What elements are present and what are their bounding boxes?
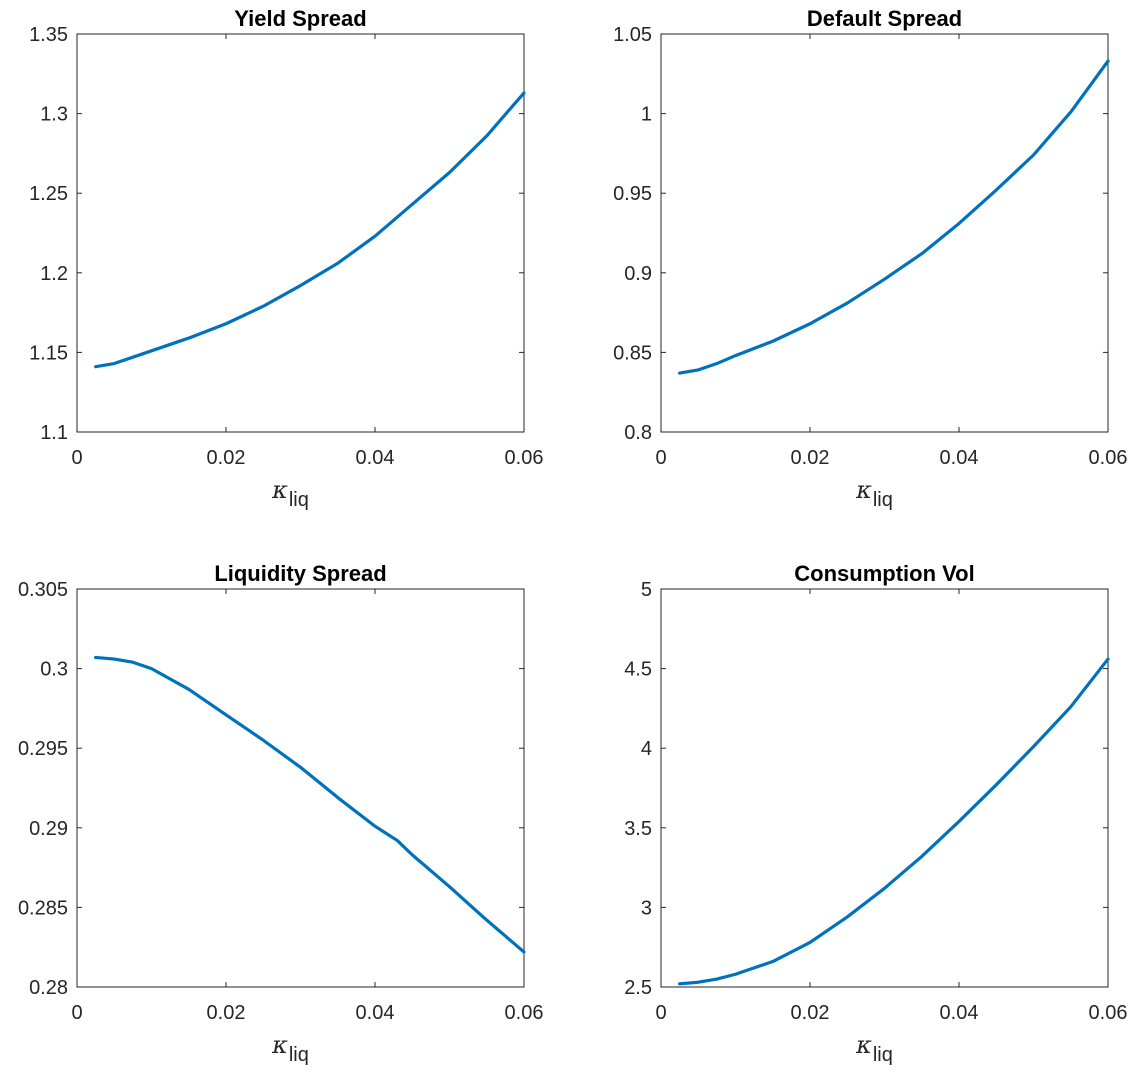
y-tick-label: 3.5 — [624, 818, 652, 840]
y-tick-label: 0.285 — [18, 897, 68, 919]
y-tick-label: 0.295 — [18, 738, 68, 760]
x-axis-label: κliq — [855, 1031, 893, 1066]
y-tick-label: 0.9 — [624, 263, 652, 285]
x-tick-label: 0.04 — [356, 1002, 395, 1024]
x-axis-label-subscript: liq — [873, 489, 893, 511]
plot-area-frame — [76, 33, 525, 433]
x-axis-label-symbol: κ — [855, 1031, 872, 1059]
y-tick-label: 4 — [641, 738, 652, 760]
x-tick-label: 0.04 — [940, 1002, 979, 1024]
y-tick-label: 1.15 — [29, 342, 68, 364]
chart-title: Default Spread — [807, 6, 962, 31]
series-line — [678, 657, 1110, 986]
x-tick-label: 0 — [71, 1002, 82, 1024]
chart-panel: 0 0.02 0.04 0.06 0.28 0.285 0.29 0.295 0.3 0.305 L… — [18, 561, 544, 1066]
series-line — [678, 59, 1110, 375]
y-tick-label: 1.05 — [613, 24, 652, 46]
y-tick-label: 0.95 — [613, 183, 652, 205]
x-tick-label: 0.06 — [1089, 447, 1128, 469]
y-tick-label: 0.8 — [624, 422, 652, 444]
y-tick-label: 2.5 — [624, 977, 652, 999]
x-tick-label: 0 — [655, 447, 666, 469]
x-tick-label: 0.06 — [1089, 1002, 1128, 1024]
x-tick-label: 0.06 — [505, 1002, 544, 1024]
x-tick-label: 0.06 — [505, 447, 544, 469]
chart-title: Liquidity Spread — [214, 561, 386, 586]
x-axis-label-symbol: κ — [271, 1031, 288, 1059]
x-axis-label-subscript: liq — [289, 1044, 309, 1066]
x-tick-label: 0.02 — [791, 1002, 830, 1024]
y-tick-label: 3 — [641, 897, 652, 919]
series-line — [94, 655, 526, 954]
chart-title: Yield Spread — [234, 6, 366, 31]
y-tick-label: 0.305 — [18, 579, 68, 601]
x-tick-label: 0.04 — [940, 447, 979, 469]
x-tick-label: 0.02 — [207, 1002, 246, 1024]
x-tick-label: 0.04 — [356, 447, 395, 469]
y-tick-label: 0.85 — [613, 342, 652, 364]
y-tick-label: 5 — [641, 579, 652, 601]
y-tick-label: 1.3 — [40, 104, 68, 126]
chart-panel: 0 0.02 0.04 0.06 0.8 0.85 0.9 0.95 1 1.05 Default … — [613, 6, 1127, 511]
y-tick-label: 0.29 — [29, 818, 68, 840]
y-tick-label: 1.35 — [29, 24, 68, 46]
x-axis-label: κliq — [271, 1031, 309, 1066]
chart-panel: 0 0.02 0.04 0.06 2.5 3 3.5 4 4.5 5 Consumption Vol… — [624, 561, 1127, 1066]
x-axis-label-symbol: κ — [855, 476, 872, 504]
y-tick-label: 1.1 — [40, 422, 68, 444]
x-axis-label-subscript: liq — [873, 1044, 893, 1066]
y-tick-label: 0.28 — [29, 977, 68, 999]
chart-title: Consumption Vol — [794, 561, 974, 586]
y-tick-label: 0.3 — [40, 659, 68, 681]
plot-area-frame — [660, 33, 1109, 433]
x-axis-label: κliq — [855, 476, 893, 511]
x-tick-label: 0.02 — [791, 447, 830, 469]
plot-area-frame — [76, 588, 525, 988]
x-tick-label: 0 — [71, 447, 82, 469]
chart-panel: 0 0.02 0.04 0.06 1.1 1.15 1.2 1.25 1.3 1.35 Yield … — [29, 6, 543, 511]
y-tick-label: 1.25 — [29, 183, 68, 205]
y-tick-label: 1 — [641, 104, 652, 126]
x-tick-label: 0.02 — [207, 447, 246, 469]
x-axis-label-symbol: κ — [271, 476, 288, 504]
series-line — [94, 91, 526, 369]
plot-area-frame — [660, 588, 1109, 988]
y-tick-label: 4.5 — [624, 659, 652, 681]
x-axis-label-subscript: liq — [289, 489, 309, 511]
x-axis-label: κliq — [271, 476, 309, 511]
x-tick-label: 0 — [655, 1002, 666, 1024]
y-tick-label: 1.2 — [40, 263, 68, 285]
